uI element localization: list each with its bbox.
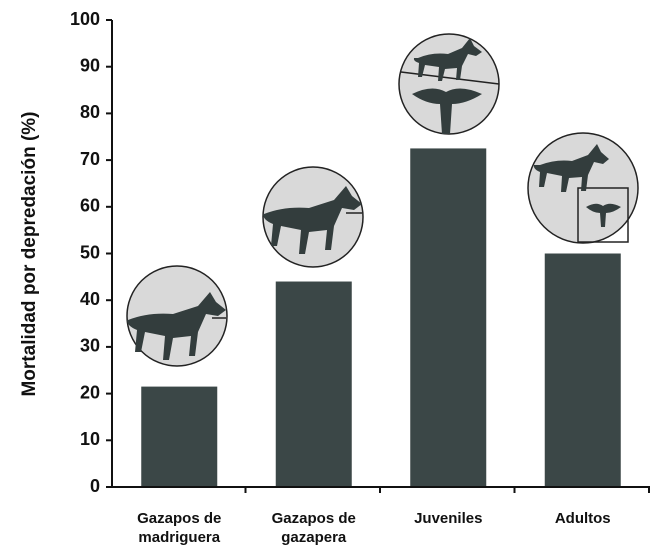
chart: Mortalidad por depredación (%) 0 10 20 30 40…: [0, 0, 650, 552]
y-tick-label: 20: [80, 382, 100, 402]
y-axis-title: Mortalidad por depredación (%): [19, 111, 40, 396]
x-tick-label: Gazapos de madriguera: [117, 509, 241, 547]
bar: [276, 282, 352, 487]
y-tick-label: 80: [80, 102, 100, 122]
y-tick-label: 0: [90, 476, 100, 496]
y-tick-label: 30: [80, 336, 100, 356]
predator-icon: [528, 133, 638, 243]
x-tick-label: Gazapos de gazapera: [252, 509, 376, 547]
y-tick-label: 40: [80, 289, 100, 309]
page: Mortalidad por depredación (%) 0 10 20 30 40…: [0, 0, 650, 552]
bar: [545, 254, 621, 488]
bar: [141, 387, 217, 487]
y-tick-label: 90: [80, 55, 100, 75]
y-tick-label: 10: [80, 429, 100, 449]
y-tick-label: 60: [80, 196, 100, 216]
bar: [410, 148, 486, 487]
x-tick-label: Adultos: [521, 509, 645, 528]
predator-icon: [399, 34, 499, 134]
y-tick-label: 100: [70, 9, 100, 29]
predator-icon: [127, 266, 227, 366]
y-tick-label: 50: [80, 242, 100, 262]
predator-icon: [263, 167, 363, 267]
y-tick-label: 70: [80, 149, 100, 169]
x-tick-label: Juveniles: [386, 509, 510, 528]
